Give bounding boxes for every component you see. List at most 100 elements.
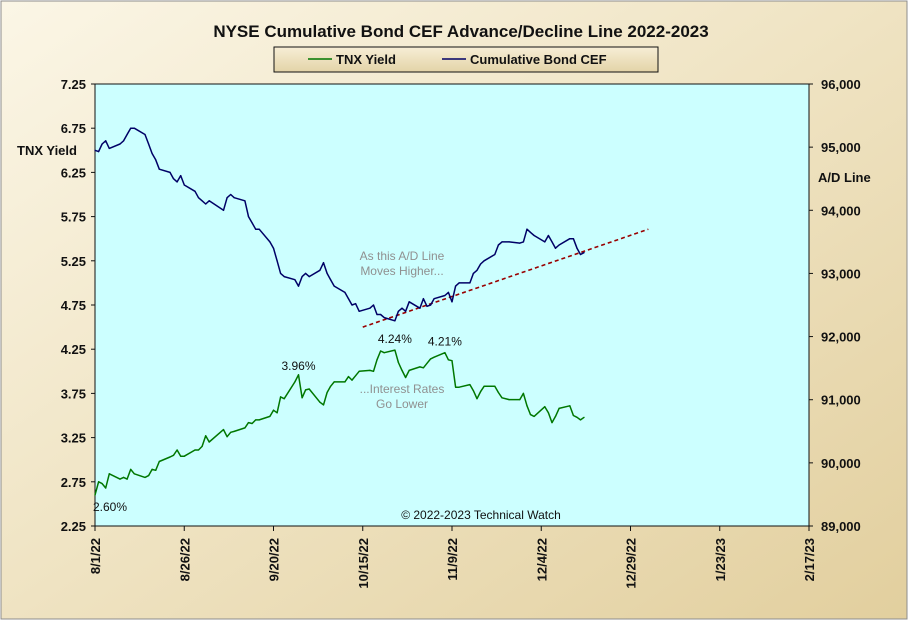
- cef-point: [255, 228, 257, 230]
- cef-point: [283, 276, 285, 278]
- left-tick-label: 7.25: [61, 77, 86, 92]
- cef-point: [130, 127, 132, 129]
- tnx-point: [430, 358, 432, 360]
- tnx-point: [455, 386, 457, 388]
- cef-point: [383, 317, 385, 319]
- x-tick-label: 10/15/22: [356, 538, 371, 589]
- tnx-point: [333, 381, 335, 383]
- trendline: [362, 228, 649, 328]
- cef-point: [119, 143, 121, 145]
- cef-point: [569, 238, 571, 240]
- tnx-point: [251, 422, 253, 425]
- cef-point: [547, 234, 550, 237]
- cef-point: [205, 203, 207, 205]
- tnx-point: [501, 397, 503, 399]
- tnx-point: [551, 422, 553, 424]
- tnx-point: [144, 476, 146, 478]
- cef-point: [133, 127, 135, 129]
- cef-point: [230, 193, 232, 196]
- cef-point: [101, 143, 103, 145]
- tnx-point: [529, 414, 532, 416]
- left-tick-label: 4.75: [61, 298, 86, 313]
- cef-point: [308, 276, 310, 278]
- cef-point: [280, 272, 282, 274]
- x-tick-label: 8/26/22: [177, 538, 192, 581]
- series-line-cumulative-bond-cef: [94, 127, 585, 322]
- tnx-point: [319, 401, 321, 403]
- cef-point: [251, 222, 253, 224]
- tnx-point: [205, 435, 207, 437]
- cef-point: [94, 149, 96, 151]
- series-line-tnx-yield: [94, 349, 585, 496]
- cef-point: [501, 241, 503, 243]
- tnx-point: [522, 392, 525, 394]
- tnx-point: [201, 445, 203, 447]
- tnx-point: [301, 397, 303, 399]
- cef-point: [558, 244, 560, 246]
- left-tick-label: 5.75: [61, 210, 86, 225]
- annotation-text: Go Lower: [376, 397, 428, 411]
- tnx-point: [380, 350, 382, 352]
- tnx-point: [151, 468, 153, 470]
- cef-point: [422, 298, 424, 300]
- tnx-point: [208, 441, 210, 443]
- tnx-point: [451, 360, 453, 362]
- tnx-point: [255, 419, 257, 421]
- tnx-point: [126, 478, 128, 480]
- tnx-point: [105, 487, 107, 489]
- right-axis-ticks: 89,000 90,000 91,000 92,000 93,000 94,000 95,0…: [809, 77, 861, 534]
- cef-point: [544, 241, 546, 243]
- left-tick-label: 2.25: [61, 519, 86, 534]
- tnx-point: [558, 407, 560, 409]
- tnx-point: [197, 449, 200, 451]
- plot-area: [94, 83, 810, 527]
- cef-point: [272, 247, 275, 249]
- cef-point: [269, 241, 271, 243]
- tnx-point: [305, 389, 307, 391]
- cef-point: [426, 305, 428, 307]
- chart-title: NYSE Cumulative Bond CEF Advance/Decline…: [213, 22, 708, 41]
- x-tick-label: 2/17/23: [802, 538, 817, 581]
- tnx-point: [526, 405, 528, 407]
- tnx-point: [569, 405, 571, 407]
- tnx-point: [533, 415, 535, 417]
- tnx-point: [358, 370, 360, 372]
- tnx-point: [280, 396, 282, 398]
- cef-point: [180, 175, 182, 177]
- tnx-point: [376, 359, 378, 361]
- cef-point: [297, 285, 300, 287]
- cef-point: [508, 241, 510, 243]
- cef-point: [244, 200, 246, 202]
- tnx-point: [194, 449, 196, 451]
- tnx-point: [476, 398, 478, 400]
- cef-point: [322, 262, 325, 264]
- tnx-point: [347, 376, 350, 378]
- tnx-point: [547, 412, 550, 414]
- tnx-point: [519, 399, 521, 401]
- cef-point: [347, 298, 350, 300]
- tnx-point: [447, 359, 449, 361]
- tnx-point: [405, 376, 407, 379]
- tnx-point: [244, 427, 246, 429]
- left-tick-label: 6.25: [61, 165, 86, 180]
- tnx-point: [576, 416, 578, 418]
- tnx-point: [408, 369, 410, 371]
- cef-point: [158, 168, 160, 170]
- cef-point: [405, 310, 407, 312]
- cef-point: [197, 197, 200, 199]
- cef-point: [333, 285, 335, 287]
- cef-point: [126, 133, 128, 136]
- x-axis-ticks: 8/1/22 8/26/22 9/20/22 10/15/22 11/9/22 12/4/…: [88, 526, 817, 589]
- cef-point: [408, 301, 410, 303]
- x-tick-label: 9/20/22: [267, 538, 282, 581]
- cef-point: [144, 133, 146, 136]
- cef-point: [519, 242, 521, 244]
- tnx-point: [433, 356, 435, 358]
- cef-point: [151, 152, 153, 155]
- tnx-point: [169, 456, 171, 458]
- cef-point: [326, 272, 328, 274]
- right-tick-label: 91,000: [821, 393, 861, 408]
- cef-point: [169, 171, 171, 173]
- left-tick-label: 6.75: [61, 121, 86, 136]
- cef-point: [233, 197, 235, 199]
